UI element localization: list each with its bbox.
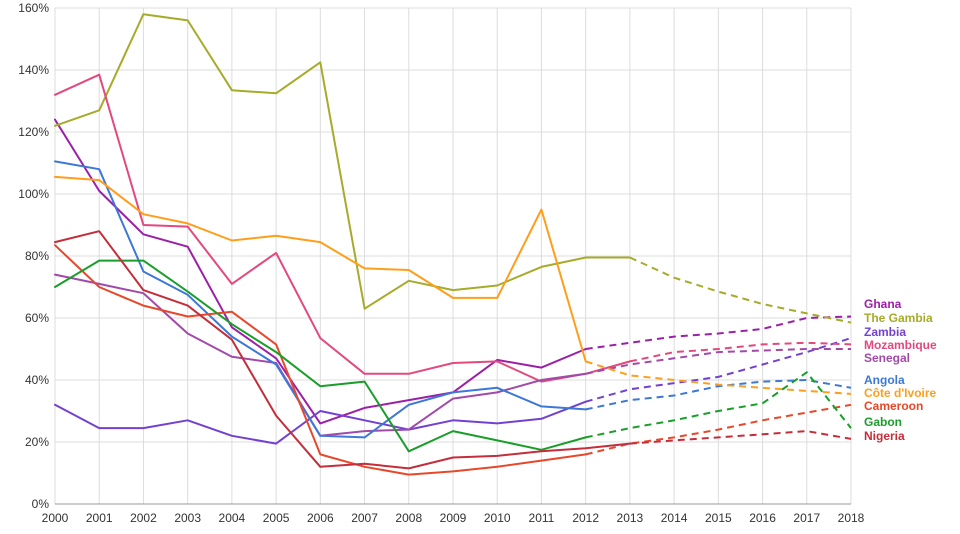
x-tick-label-2008: 2008 — [395, 511, 422, 525]
series-projection-cameroon — [585, 403, 852, 456]
x-tick-label-2002: 2002 — [130, 511, 157, 525]
series-projection-senegal — [585, 348, 851, 375]
legend-entry-angola: Angola — [864, 373, 905, 387]
x-tick-label-2005: 2005 — [263, 511, 290, 525]
series-projection-zambia — [585, 337, 852, 403]
series-line-cameroon — [54, 244, 587, 476]
series-projection-ghana — [585, 315, 852, 350]
legend-entry-cameroon: Cameroon — [864, 399, 923, 413]
y-tick-label-60: 60% — [25, 311, 49, 325]
x-tick-label-2006: 2006 — [307, 511, 334, 525]
x-tick-label-2014: 2014 — [661, 511, 688, 525]
series-projection-mozambique — [629, 341, 852, 363]
series-projection-angola — [585, 379, 852, 411]
legend-entry-nigeria: Nigeria — [864, 429, 905, 443]
series-line-ghana — [54, 118, 587, 425]
y-tick-label-100: 100% — [18, 187, 49, 201]
axis-tick-labels: 2000 2001 2002 2003 2004 2005 2006 2007 2008 2009… — [18, 1, 864, 525]
series-lines — [54, 13, 852, 476]
x-tick-label-2004: 2004 — [219, 511, 246, 525]
series-projection-gabon — [585, 371, 852, 439]
x-tick-label-2000: 2000 — [42, 511, 69, 525]
x-tick-label-2001: 2001 — [86, 511, 113, 525]
series-line-gabon — [54, 259, 587, 453]
y-tick-label-120: 120% — [18, 125, 49, 139]
series-line-the-gambia — [54, 13, 631, 310]
legend-entry-c-te-d-ivoire: Côte d'Ivoire — [864, 386, 937, 400]
x-tick-label-2012: 2012 — [572, 511, 599, 525]
legend-entry-senegal: Senegal — [864, 351, 910, 365]
legend-entry-gabon: Gabon — [864, 415, 902, 429]
y-tick-label-140: 140% — [18, 63, 49, 77]
y-tick-label-40: 40% — [25, 373, 49, 387]
y-tick-label-20: 20% — [25, 435, 49, 449]
x-tick-label-2018: 2018 — [838, 511, 865, 525]
y-tick-label-0: 0% — [32, 497, 50, 511]
x-tick-label-2010: 2010 — [484, 511, 511, 525]
series-line-c-te-d-ivoire — [54, 175, 587, 363]
x-tick-label-2011: 2011 — [529, 511, 555, 525]
grid-lines — [54, 7, 852, 505]
x-tick-label-2016: 2016 — [749, 511, 776, 525]
series-line-nigeria — [54, 230, 631, 470]
legend-entry-ghana: Ghana — [864, 297, 902, 311]
series-line-zambia — [54, 400, 587, 445]
series-line-mozambique — [54, 73, 631, 383]
x-tick-label-2017: 2017 — [793, 511, 820, 525]
legend-entry-mozambique: Mozambique — [864, 338, 937, 352]
x-tick-label-2007: 2007 — [351, 511, 378, 525]
legend-entry-the-gambia: The Gambia — [864, 311, 933, 325]
y-tick-label-80: 80% — [25, 249, 49, 263]
x-tick-label-2013: 2013 — [617, 511, 644, 525]
y-tick-label-160: 160% — [18, 1, 49, 15]
series-line-angola — [54, 160, 587, 439]
x-tick-label-2003: 2003 — [174, 511, 201, 525]
series-projection-the-gambia — [629, 256, 852, 324]
series-projection-nigeria — [629, 430, 852, 445]
x-tick-label-2009: 2009 — [440, 511, 467, 525]
legend-entry-zambia: Zambia — [864, 325, 906, 339]
series-projection-c-te-d-ivoire — [585, 360, 852, 395]
x-tick-label-2015: 2015 — [705, 511, 732, 525]
